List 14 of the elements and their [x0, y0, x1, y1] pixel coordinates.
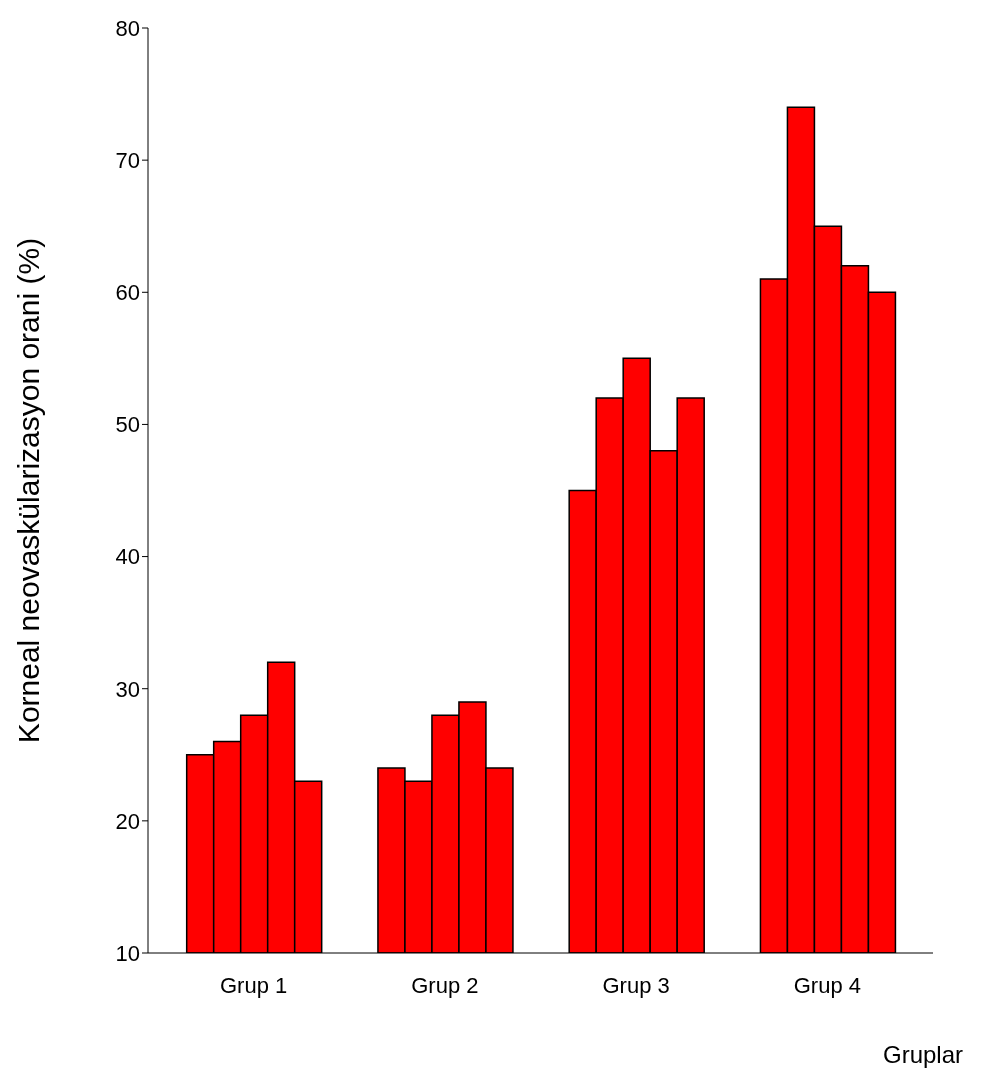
y-tick-label: 30	[115, 676, 140, 702]
x-tick-label: Grup 1	[219, 972, 288, 998]
y-tick-label: 50	[115, 412, 140, 438]
y-tick-label: 10	[115, 940, 140, 966]
y-axis-title: Korneal neovaskülarizasyon orani (%)	[11, 237, 45, 744]
y-tick-label: 60	[115, 280, 140, 306]
x-tick-label: Grup 2	[411, 972, 479, 998]
y-tick-label: 40	[115, 544, 140, 570]
y-tick-label: 20	[115, 808, 140, 834]
y-tick-label: 70	[115, 147, 140, 173]
x-tick-label: Grup 4	[793, 972, 862, 998]
y-tick-label: 80	[115, 15, 140, 41]
x-axis-title: Gruplar	[882, 1041, 963, 1068]
x-tick-label: Grup 3	[602, 972, 670, 998]
